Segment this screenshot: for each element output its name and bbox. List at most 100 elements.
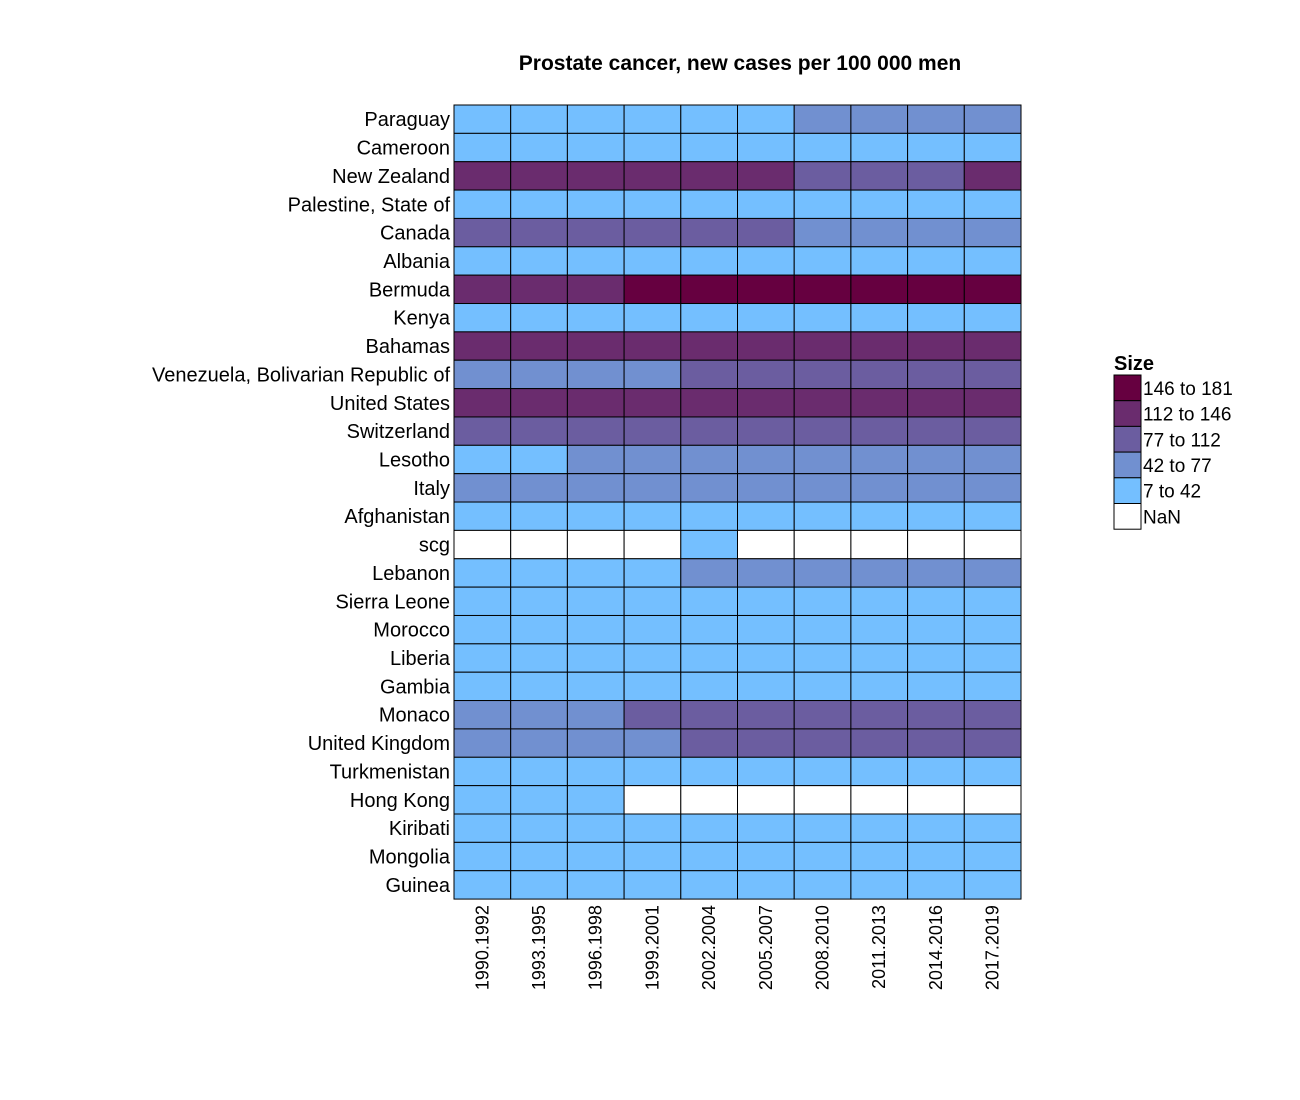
- heatmap-cell: [623, 756, 682, 787]
- heatmap-cell: [510, 558, 568, 588]
- heatmap-cell: [510, 388, 568, 418]
- row-labels: Paraguay Cameroon New Zealand Palestine, St…: [152, 109, 451, 897]
- row-label: New Zealand: [332, 166, 450, 188]
- legend-swatch: [1113, 400, 1142, 427]
- heatmap-cell: [963, 274, 1022, 305]
- heatmap-cell: [453, 161, 512, 191]
- heatmap-cell: [453, 501, 512, 531]
- heatmap-cell: [566, 359, 625, 390]
- heatmap-cell: [510, 671, 568, 702]
- heatmap-cell: [963, 359, 1022, 390]
- heatmap-cell: [737, 756, 795, 787]
- heatmap-cell: [453, 813, 512, 843]
- heatmap-cell: [566, 444, 625, 475]
- heatmap-cell: [510, 700, 568, 730]
- heatmap-cell: [623, 388, 682, 418]
- heatmap-cell: [566, 217, 625, 248]
- heatmap-cell: [510, 501, 568, 531]
- row-label: Paraguay: [364, 109, 450, 131]
- heatmap-cell: [510, 473, 568, 503]
- heatmap-cell: [850, 359, 909, 390]
- column-label: 2014.2016: [926, 905, 946, 990]
- heatmap-cell: [737, 643, 795, 673]
- heatmap-cell: [453, 104, 512, 134]
- heatmap-cell: [680, 785, 738, 815]
- heatmap-cell: [510, 132, 568, 163]
- heatmap-cell: [566, 331, 625, 361]
- heatmap-cell: [737, 728, 795, 758]
- heatmap-cell: [963, 444, 1022, 475]
- heatmap-cell: [737, 444, 795, 475]
- heatmap-cell: [566, 104, 625, 134]
- heatmap-cell: [737, 132, 795, 163]
- heatmap-cell: [850, 700, 909, 730]
- heatmap-cell: [793, 359, 852, 390]
- heatmap-cell: [510, 444, 568, 475]
- row-label: Palestine, State of: [288, 194, 451, 216]
- heatmap-cell: [453, 303, 512, 333]
- heatmap-cell: [907, 104, 965, 134]
- heatmap-cell: [907, 586, 965, 616]
- legend-swatch: [1113, 425, 1142, 453]
- legend: Size 146 to 181 112 to 146 77 to 112 42 to …: [1113, 353, 1233, 530]
- heatmap-cell: [850, 331, 909, 361]
- heatmap-cell: [680, 643, 738, 673]
- heatmap-cell: [907, 529, 965, 560]
- heatmap-cell: [453, 756, 512, 787]
- heatmap-cells: [453, 104, 1022, 900]
- heatmap-cell: [680, 388, 738, 418]
- row-label: Bermuda: [369, 279, 451, 301]
- row-label: Guinea: [386, 875, 451, 897]
- heatmap-cell: [680, 558, 738, 588]
- column-label: 2002.2004: [699, 905, 719, 990]
- heatmap-cell: [850, 274, 909, 305]
- heatmap-cell: [963, 132, 1022, 163]
- heatmap-cell: [623, 785, 682, 815]
- heatmap-cell: [963, 473, 1022, 503]
- row-label: Hong Kong: [350, 790, 450, 812]
- heatmap-cell: [850, 841, 909, 872]
- heatmap-cell: [566, 841, 625, 872]
- heatmap-cell: [850, 813, 909, 843]
- row-label: Turkmenistan: [330, 761, 450, 783]
- heatmap-cell: [453, 614, 512, 645]
- heatmap-cell: [793, 274, 852, 305]
- row-label: Liberia: [390, 648, 451, 670]
- heatmap-cell: [737, 274, 795, 305]
- heatmap-cell: [510, 529, 568, 560]
- heatmap-cell: [793, 756, 852, 787]
- heatmap-cell: [453, 671, 512, 702]
- heatmap-cell: [907, 756, 965, 787]
- heatmap-cell: [453, 189, 512, 219]
- heatmap-cell: [793, 870, 852, 900]
- heatmap-cell: [510, 303, 568, 333]
- heatmap-cell: [963, 813, 1022, 843]
- column-label: 1999.2001: [642, 905, 662, 990]
- heatmap-cell: [793, 189, 852, 219]
- heatmap-cell: [623, 558, 682, 588]
- heatmap-cell: [963, 870, 1022, 900]
- heatmap-cell: [566, 813, 625, 843]
- legend-label: 146 to 181: [1143, 379, 1233, 400]
- heatmap-cell: [737, 841, 795, 872]
- heatmap-cell: [623, 161, 682, 191]
- row-label: Sierra Leone: [335, 591, 450, 613]
- heatmap-cell: [510, 274, 568, 305]
- heatmap-cell: [623, 870, 682, 900]
- heatmap-cell: [680, 132, 738, 163]
- heatmap-cell: [510, 728, 568, 758]
- heatmap-cell: [623, 473, 682, 503]
- heatmap-cell: [453, 870, 512, 900]
- heatmap-cell: [963, 217, 1022, 248]
- column-label: 1990.1992: [472, 905, 492, 990]
- heatmap-cell: [963, 643, 1022, 673]
- heatmap-cell: [907, 558, 965, 588]
- heatmap-cell: [510, 586, 568, 616]
- heatmap-cell: [623, 700, 682, 730]
- row-label: Morocco: [373, 620, 450, 642]
- heatmap-cell: [566, 388, 625, 418]
- heatmap-cell: [737, 161, 795, 191]
- heatmap-cell: [850, 501, 909, 531]
- heatmap-cell: [963, 614, 1022, 645]
- heatmap-cell: [680, 246, 738, 276]
